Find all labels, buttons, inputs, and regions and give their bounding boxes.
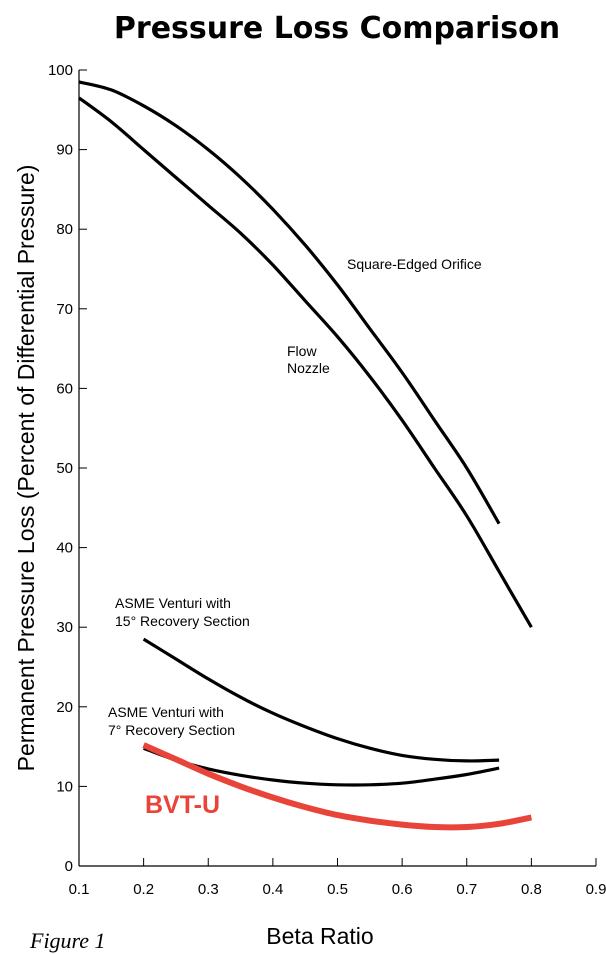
series-label-line: ASME Venturi with <box>108 704 224 720</box>
x-tick-label: 0.8 <box>521 881 542 898</box>
x-tick-label: 0.9 <box>586 881 606 898</box>
series-line-asme-venturi-with-7-recovery-section <box>143 746 500 787</box>
y-axis-label: Permanent Pressure Loss (Percent of Diff… <box>13 165 39 772</box>
series-label-line: Square-Edged Orifice <box>347 256 482 272</box>
y-tick-label: 10 <box>56 778 73 795</box>
y-tick-label: 60 <box>56 380 73 397</box>
series-label-line: 7° Recovery Section <box>108 722 235 738</box>
series-label-line: BVT-U <box>145 791 220 819</box>
x-tick-label: 0.7 <box>456 881 477 898</box>
series-label-asme-venturi-with-15-recovery-section: ASME Venturi with 15° Recovery Section <box>115 595 250 629</box>
series-label-line: Flow <box>287 343 317 359</box>
x-tick-label: 0.5 <box>327 881 348 898</box>
chart-title: Pressure Loss Comparison <box>114 11 560 46</box>
y-tick-label: 0 <box>65 858 73 875</box>
series-label-flow-nozzle: Flow Nozzle <box>287 343 330 376</box>
series-label-asme-venturi-with-7-recovery-section: ASME Venturi with 7° Recovery Section <box>108 704 235 738</box>
x-axis-label: Beta Ratio <box>266 923 373 949</box>
x-tick-label: 0.2 <box>133 881 154 898</box>
y-tick-label: 100 <box>48 62 73 79</box>
x-tick-label: 0.4 <box>262 881 283 898</box>
x-tick-label: 0.6 <box>392 881 413 898</box>
y-tick-label: 20 <box>56 699 73 716</box>
series-line-bvt-u <box>142 742 533 831</box>
axes: 0 10 20 30 40 50 60 70 80 90 100 0.1 0.2 0.3 0.4 0.5 0.6… <box>48 62 606 898</box>
y-tick-label: 70 <box>56 301 73 318</box>
series-line-asme-venturi-with-15-recovery-section <box>142 637 500 763</box>
y-tick-label: 40 <box>56 540 73 557</box>
series-line-flow-nozzle <box>78 96 533 629</box>
series-layer <box>78 80 533 831</box>
series-label-bvt-u: BVT-U <box>145 791 220 819</box>
x-tick-label: 0.1 <box>69 881 90 898</box>
series-line-square-edged-orifice <box>78 80 501 525</box>
y-tick-label: 30 <box>56 619 73 636</box>
series-label-line: Nozzle <box>287 360 330 376</box>
series-label-square-edged-orifice: Square-Edged Orifice <box>347 256 482 272</box>
y-tick-label: 90 <box>56 142 73 159</box>
y-tick-label: 50 <box>56 460 73 477</box>
series-label-line: ASME Venturi with <box>115 595 231 611</box>
y-tick-label: 80 <box>56 221 73 238</box>
series-labels: Square-Edged Orifice Flow Nozzle ASME Ventu… <box>108 256 482 819</box>
figure-label: Figure 1 <box>29 928 106 953</box>
series-label-line: 15° Recovery Section <box>115 613 250 629</box>
x-tick-label: 0.3 <box>198 881 219 898</box>
